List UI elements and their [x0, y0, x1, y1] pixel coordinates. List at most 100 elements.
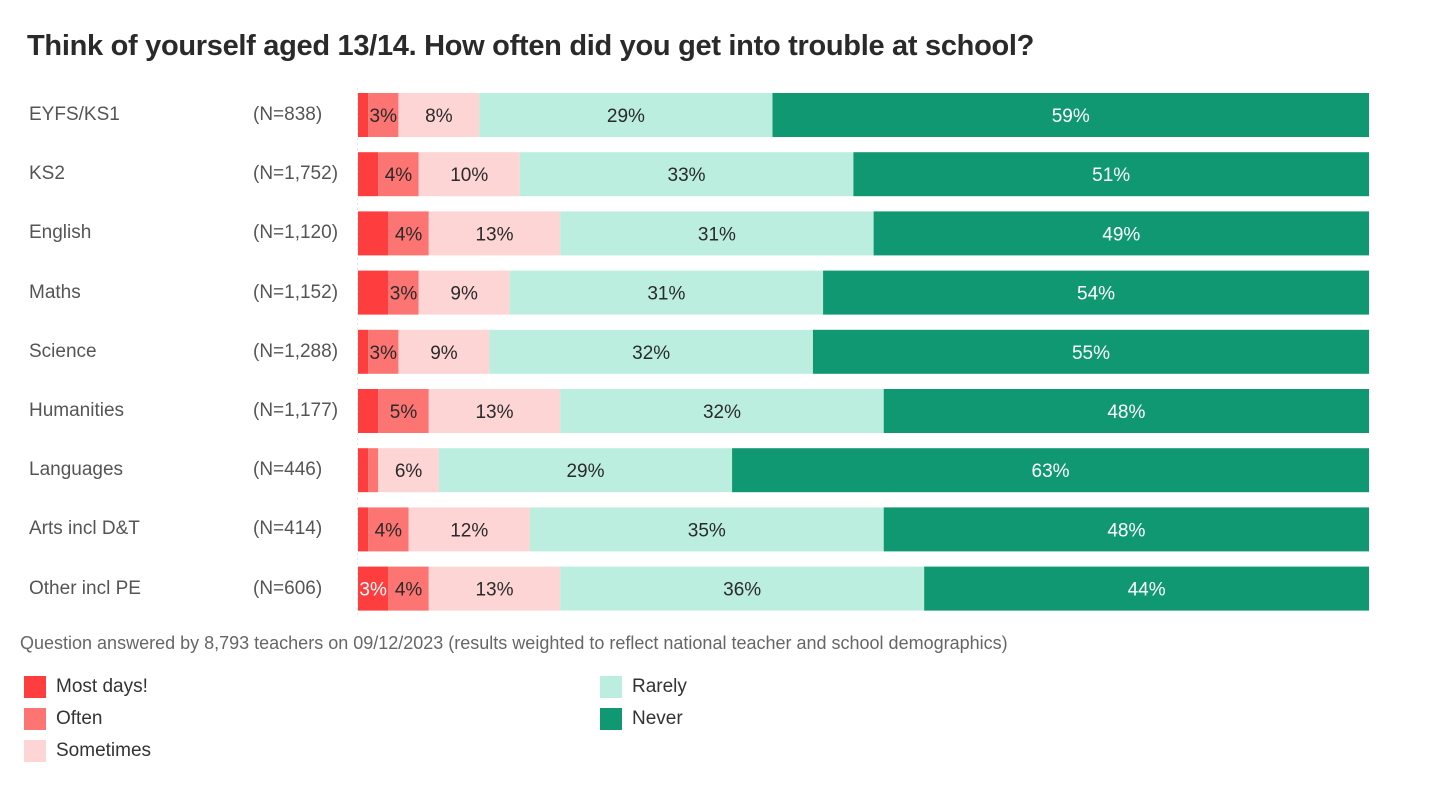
bar-segment-never — [772, 93, 1369, 137]
sample-size-label: (N=1,120) — [253, 222, 339, 244]
bar-segment-never — [924, 566, 1369, 611]
bar-segment-sometimes — [378, 448, 439, 493]
bar-segment-never — [853, 152, 1369, 197]
bar-segment-most-days — [358, 270, 389, 315]
bar-segment-sometimes — [428, 389, 561, 433]
data-label: 29% — [607, 106, 645, 127]
data-label: 9% — [430, 343, 458, 364]
bar-segment-sometimes — [418, 152, 520, 197]
data-label: 49% — [1102, 224, 1140, 245]
data-label: 35% — [688, 520, 726, 541]
data-label: 63% — [1032, 461, 1070, 482]
legend-label: Most days! — [56, 676, 148, 697]
data-label: 31% — [647, 284, 685, 305]
bar-segment-never — [823, 270, 1369, 315]
bar-segment-often — [368, 448, 379, 493]
data-label: 3% — [370, 106, 398, 127]
legend-label: Often — [56, 708, 103, 729]
sample-size-label: (N=414) — [253, 518, 323, 540]
data-label: 13% — [475, 402, 513, 423]
bar-segment-most-days — [358, 566, 389, 611]
data-label: 31% — [698, 224, 736, 245]
category-label: EYFS/KS1 — [29, 104, 120, 125]
data-label: 12% — [450, 520, 488, 541]
bar-segment-often — [368, 507, 409, 552]
bar-segment-rarely — [519, 152, 854, 197]
data-label: 54% — [1077, 284, 1115, 305]
bar-segment-often — [388, 211, 429, 256]
legend-swatch — [24, 676, 46, 698]
bar-segment-rarely — [438, 448, 733, 493]
bar-segment-often — [388, 270, 419, 315]
chart-footnote: Question answered by 8,793 teachers on 0… — [20, 633, 1008, 653]
bar-segment-most-days — [358, 93, 369, 137]
bar-segment-often — [388, 566, 429, 611]
data-label: 13% — [475, 580, 513, 601]
bar-segment-sometimes — [398, 93, 480, 137]
bar-segment-rarely — [509, 270, 824, 315]
legend-item: Rarely — [600, 676, 687, 698]
data-label: 3% — [359, 580, 387, 601]
sample-size-label: (N=446) — [253, 459, 323, 481]
data-label: 3% — [390, 284, 418, 305]
legend-swatch — [600, 708, 622, 730]
data-label: 33% — [668, 165, 706, 186]
data-label: 55% — [1072, 343, 1110, 364]
data-label: 13% — [475, 224, 513, 245]
bar-segment-never — [732, 448, 1369, 493]
chart-title: Think of yourself aged 13/14. How often … — [27, 30, 1035, 62]
bar-segment-most-days — [358, 389, 379, 433]
sample-size-label: (N=1,152) — [253, 281, 339, 303]
sample-size-label: (N=606) — [253, 577, 323, 599]
data-label: 36% — [723, 580, 761, 601]
legend-item: Most days! — [24, 676, 148, 698]
sample-size-label: (N=838) — [253, 104, 323, 125]
data-label: 32% — [632, 343, 670, 364]
sample-size-label: (N=1,177) — [253, 400, 339, 421]
bar-segment-never — [812, 329, 1369, 374]
bar-segment-never — [883, 507, 1369, 552]
data-label: 5% — [390, 402, 418, 423]
legend-item: Often — [24, 708, 102, 730]
data-label: 4% — [395, 580, 423, 601]
legend-swatch — [24, 740, 46, 762]
category-label: Other incl PE — [29, 577, 141, 599]
legend-item: Never — [600, 708, 683, 730]
legend-swatch — [600, 676, 622, 698]
bar-segment-never — [873, 211, 1369, 256]
bar-segment-never — [883, 389, 1369, 433]
data-label: 6% — [395, 461, 423, 482]
data-label: 59% — [1052, 106, 1090, 127]
data-label: 44% — [1128, 580, 1166, 601]
sample-size-label: (N=1,752) — [253, 163, 339, 185]
bar-segment-often — [378, 389, 429, 433]
bar-segment-most-days — [358, 211, 389, 256]
category-label: Humanities — [29, 400, 125, 421]
data-label: 4% — [385, 165, 413, 186]
category-label: Languages — [29, 459, 124, 481]
data-label: 10% — [450, 165, 488, 186]
data-label: 48% — [1107, 402, 1145, 423]
sample-size-label: (N=1,288) — [253, 340, 339, 362]
category-label: English — [29, 222, 92, 244]
bar-segment-often — [368, 329, 399, 374]
bar-segment-sometimes — [428, 211, 561, 256]
category-label: Maths — [29, 281, 81, 303]
bar-segment-rarely — [560, 389, 884, 433]
bar-segment-sometimes — [418, 270, 510, 315]
data-label: 4% — [395, 224, 423, 245]
bar-segment-most-days — [358, 329, 369, 374]
data-label: 3% — [370, 343, 398, 364]
bar-segment-sometimes — [428, 566, 561, 611]
bar-segment-most-days — [358, 152, 379, 197]
category-label: Arts incl D&T — [29, 518, 140, 540]
legend-label: Sometimes — [56, 740, 152, 761]
data-label: 48% — [1107, 520, 1145, 541]
bar-segment-sometimes — [398, 329, 490, 374]
data-label: 29% — [566, 461, 604, 482]
bar-segment-rarely — [560, 211, 874, 256]
bar-segment-rarely — [489, 329, 813, 374]
data-label: 8% — [425, 106, 453, 127]
data-label: 51% — [1092, 165, 1130, 186]
